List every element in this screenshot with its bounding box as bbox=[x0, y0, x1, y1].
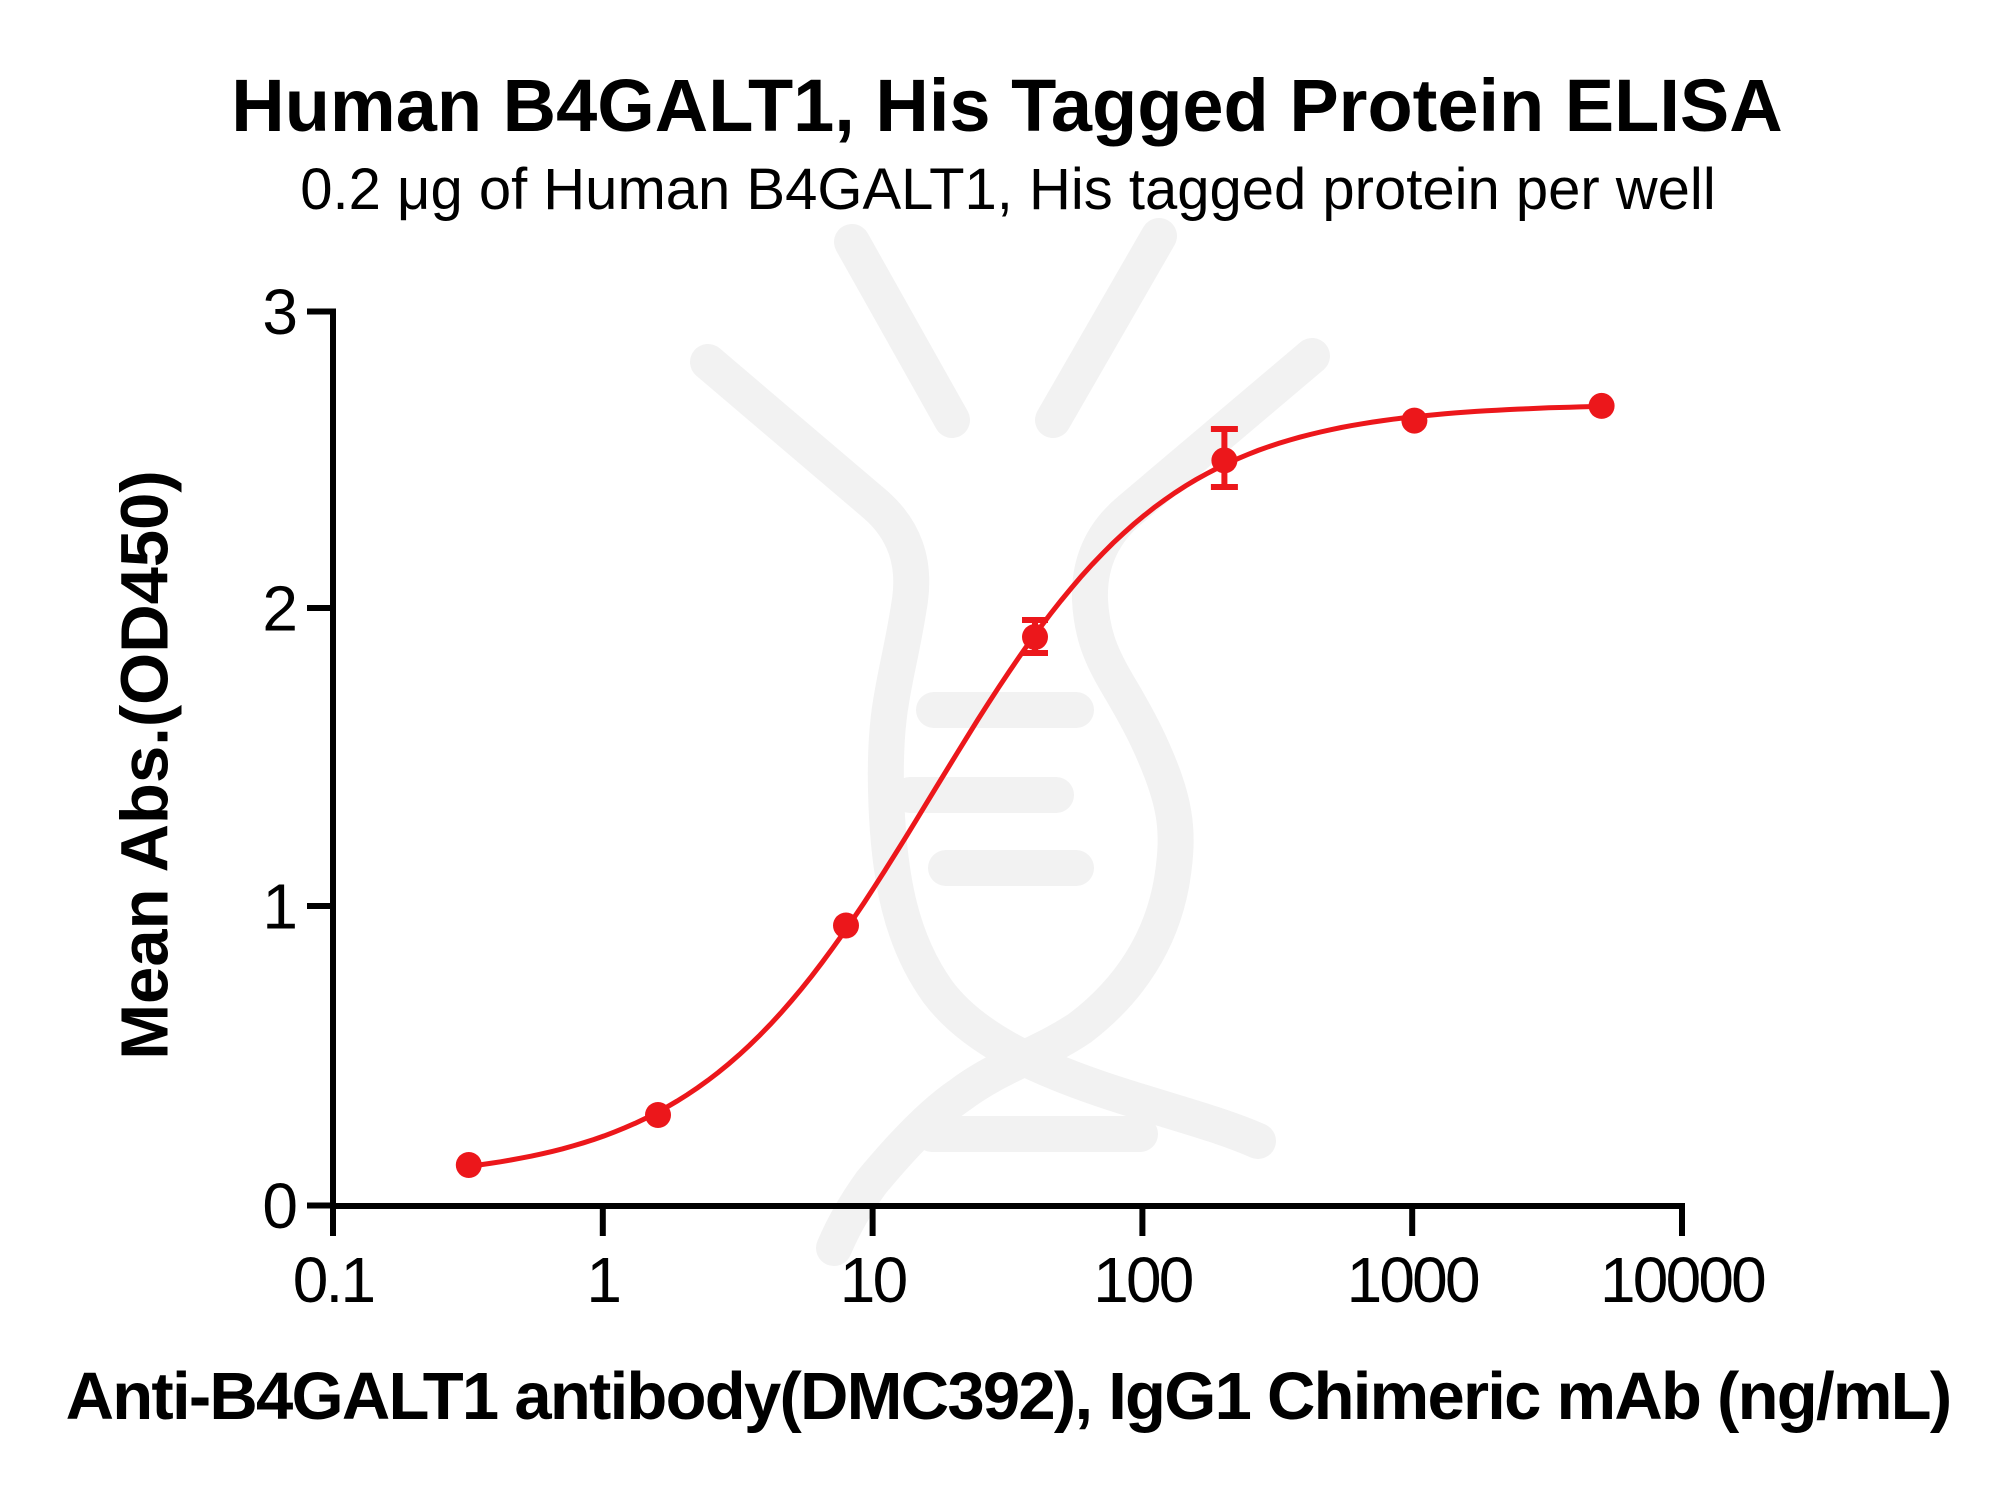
svg-text:0: 0 bbox=[262, 1170, 298, 1242]
svg-text:0.1: 0.1 bbox=[293, 1244, 374, 1316]
svg-text:Anti-B4GALT1 antibody(DMC392),: Anti-B4GALT1 antibody(DMC392), IgG1 Chim… bbox=[66, 1359, 1951, 1434]
svg-text:Human B4GALT1, His Tagged Prot: Human B4GALT1, His Tagged Protein ELISA bbox=[231, 64, 1782, 147]
svg-text:100: 100 bbox=[1093, 1244, 1193, 1316]
svg-text:10: 10 bbox=[840, 1244, 907, 1316]
svg-text:1000: 1000 bbox=[1347, 1244, 1479, 1316]
svg-text:10000: 10000 bbox=[1600, 1244, 1765, 1316]
svg-text:1: 1 bbox=[586, 1244, 619, 1316]
svg-text:1: 1 bbox=[262, 871, 298, 943]
svg-text:0.2 μg of Human B4GALT1, His t: 0.2 μg of Human B4GALT1, His tagged prot… bbox=[300, 157, 1715, 222]
svg-text:3: 3 bbox=[262, 276, 298, 348]
svg-text:Mean Abs.(OD450): Mean Abs.(OD450) bbox=[108, 470, 183, 1060]
svg-text:2: 2 bbox=[262, 573, 298, 645]
